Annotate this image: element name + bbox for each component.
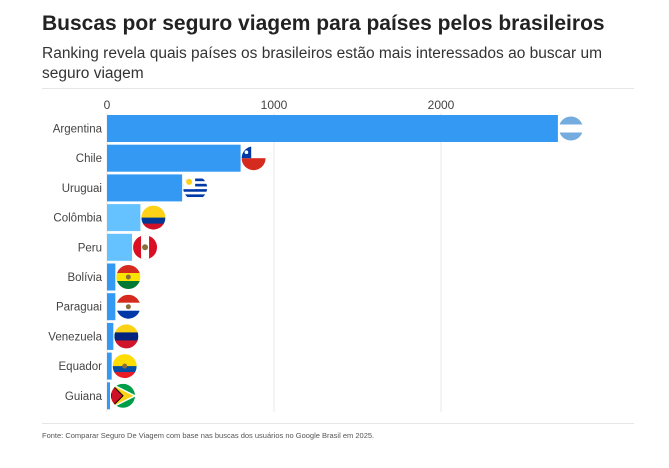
flag-icon — [141, 205, 166, 230]
bar — [107, 115, 558, 142]
y-tick-label: Chile — [76, 153, 102, 165]
y-tick-label: Uruguai — [62, 183, 102, 195]
chart-title: Buscas por seguro viagem para países pel… — [42, 12, 605, 35]
x-tick-label: 0 — [104, 98, 111, 112]
bar — [107, 322, 114, 350]
bar — [107, 233, 133, 261]
flag-icon — [114, 324, 139, 349]
flag-icon — [116, 294, 141, 319]
y-tick-label: Venezuela — [48, 331, 102, 343]
y-tick-label: Paraguai — [56, 302, 102, 314]
divider — [42, 423, 634, 424]
y-tick-label: Colômbia — [53, 213, 102, 225]
bar — [107, 174, 183, 202]
flag-icon — [116, 265, 141, 289]
source-note: Fonte: Comparar Seguro De Viagem com bas… — [42, 431, 375, 440]
y-tick-label: Peru — [78, 242, 102, 254]
bar — [107, 204, 141, 232]
bar — [107, 144, 241, 172]
flag-icon — [111, 383, 136, 408]
flag-icon — [558, 116, 583, 141]
y-tick-label: Equador — [59, 361, 103, 373]
y-tick-label: Argentina — [53, 124, 103, 136]
bar — [107, 263, 116, 291]
bar — [107, 382, 111, 410]
bar — [107, 293, 116, 321]
x-tick-label: 1000 — [261, 98, 288, 112]
bar — [107, 352, 112, 380]
flag-icon — [241, 146, 266, 171]
x-tick-label: 2000 — [428, 98, 455, 112]
flag-icon — [112, 354, 137, 379]
y-tick-label: Bolívia — [67, 272, 102, 284]
y-tick-label: Guiana — [65, 391, 103, 403]
divider — [42, 88, 634, 89]
flag-icon — [183, 175, 208, 200]
chart-subtitle: Ranking revela quais países os brasileir… — [42, 45, 603, 82]
flag-icon — [133, 235, 158, 260]
